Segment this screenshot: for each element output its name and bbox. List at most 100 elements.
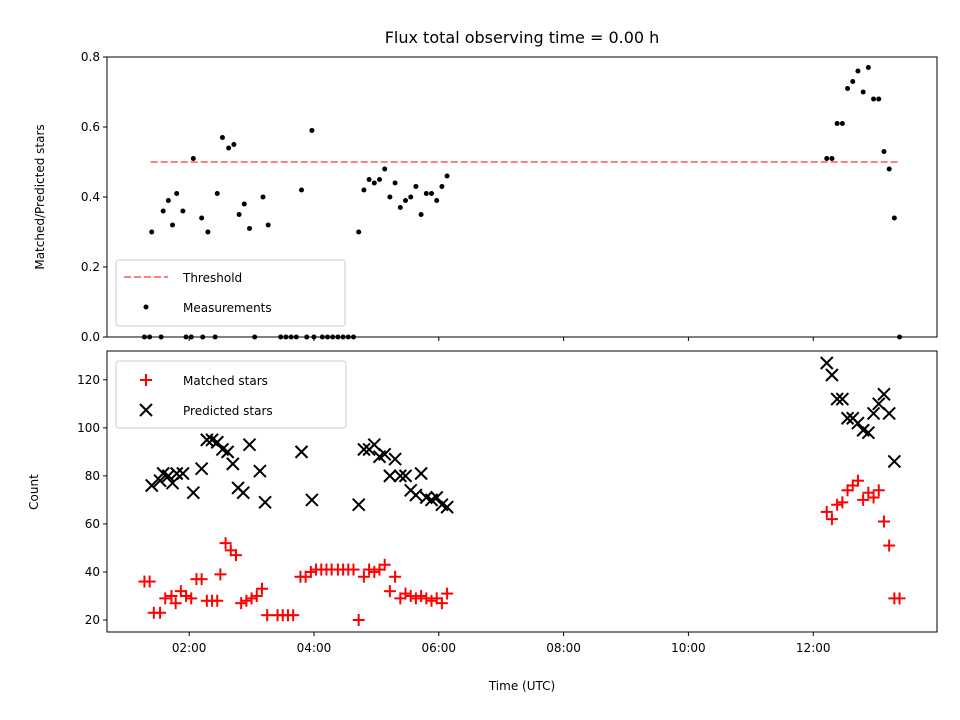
- bottom-y-axis-label: Count: [27, 474, 41, 510]
- predicted-stars-point: [409, 488, 423, 502]
- predicted-stars-point: [145, 478, 159, 493]
- measurements-point: [298, 187, 304, 193]
- bottom-legend-box: [115, 360, 347, 429]
- measurements-point: [418, 212, 424, 217]
- measurements-point: [219, 135, 225, 140]
- y-tick-label: 60: [85, 517, 100, 531]
- matched-stars-point: [825, 513, 838, 526]
- top-legend-box: [115, 259, 346, 327]
- predicted-stars-point: [153, 473, 167, 488]
- predicted-stars-point: [351, 498, 366, 512]
- measurements-point: [845, 86, 851, 91]
- y-tick-label: 40: [85, 565, 100, 579]
- predicted-stars-point: [430, 490, 444, 505]
- measurements-point: [190, 156, 196, 161]
- y-tick-label: 0.8: [81, 50, 100, 64]
- matched-stars-point: [435, 597, 448, 610]
- measurements-point: [824, 156, 830, 161]
- x-tick-label: 08:00: [546, 641, 581, 655]
- predicted-stars-point: [820, 356, 834, 370]
- measurements-point: [371, 180, 377, 186]
- matched-stars-point: [425, 594, 438, 607]
- matched-stars-point: [368, 565, 381, 578]
- y-tick-label: 100: [77, 421, 100, 435]
- matched-stars-point: [415, 589, 428, 602]
- measurements-point: [180, 208, 186, 214]
- top-panel: Flux total observing time = 0.00 h Match…: [33, 28, 938, 344]
- measurements-point: [366, 177, 372, 182]
- predicted-stars-point: [866, 406, 881, 421]
- measurements-point: [444, 173, 450, 179]
- matched-stars-point: [836, 496, 849, 509]
- bottom-panel: Count Time (UTC) 20 40 60 80 100 120 02:00 04:…: [27, 350, 938, 693]
- matched-stars-point: [143, 575, 156, 588]
- matched-stars-point: [214, 568, 227, 581]
- matched-stars-point: [229, 549, 242, 562]
- bottom-legend: Matched stars Predicted stars: [115, 360, 347, 429]
- matched-stars-point: [409, 592, 422, 605]
- predicted-stars-point: [165, 476, 180, 490]
- matched-stars-point: [240, 594, 253, 607]
- measurements-point: [236, 212, 242, 217]
- measurements-point: [829, 156, 835, 161]
- x-tick-label: 06:00: [421, 641, 456, 655]
- matched-stars-point: [877, 515, 890, 528]
- matched-stars-point: [185, 592, 198, 605]
- matched-stars-point: [831, 498, 844, 511]
- y-tick-label: 0.0: [81, 330, 100, 344]
- predicted-stars-point: [367, 437, 382, 452]
- measurements-point: [165, 198, 171, 203]
- matched-stars-point: [180, 589, 193, 602]
- predicted-stars-point: [186, 485, 201, 500]
- x-tick-label: 10:00: [671, 641, 706, 655]
- matched-stars-point: [883, 539, 896, 552]
- top-axes-frame: [106, 56, 938, 338]
- predicted-stars-point: [377, 447, 392, 461]
- measurements-point: [429, 191, 435, 196]
- measurements-point: [377, 177, 383, 182]
- y-tick-label: 80: [85, 469, 100, 483]
- matched-stars-point: [195, 573, 208, 586]
- predicted-stars-point: [194, 461, 209, 476]
- measurements-point: [309, 128, 315, 133]
- measurements-point: [392, 180, 398, 186]
- measurements-point: [865, 65, 871, 70]
- predicted-stars-point: [242, 437, 257, 452]
- x-tick-label: 02:00: [172, 641, 207, 655]
- predicted-stars-point: [258, 495, 272, 510]
- bottom-x-ticks: 02:00 04:00 06:00 08:00 10:00 12:00: [172, 632, 831, 655]
- matched-stars-point: [383, 585, 396, 598]
- predicted-stars-point: [872, 397, 886, 411]
- measurements-point: [850, 79, 856, 84]
- measurements-point: [891, 215, 897, 221]
- legend-measurements-label: Measurements: [183, 301, 272, 315]
- measurements-point: [860, 89, 866, 95]
- measurement-points: [141, 65, 903, 340]
- legend-matched-label: Matched stars: [183, 374, 268, 388]
- measurements-point: [246, 226, 252, 231]
- predicted-stars-point: [161, 469, 176, 483]
- predicted-stars-point: [357, 442, 371, 457]
- measurements-point: [423, 191, 429, 196]
- matched-stars-point: [165, 589, 178, 602]
- matched-stars-point: [441, 587, 454, 600]
- measurements-point: [205, 229, 211, 235]
- predicted-stars-point: [877, 387, 891, 401]
- measurements-point: [231, 142, 237, 147]
- measurements-point: [199, 215, 205, 221]
- predicted-stars-point: [830, 392, 844, 406]
- predicted-stars-point: [176, 466, 190, 481]
- predicted-stars-point: [851, 416, 865, 430]
- measurements-point: [413, 184, 419, 189]
- measurements-point: [260, 194, 266, 200]
- predicted-stars-point: [388, 452, 402, 466]
- measurements-point: [356, 229, 362, 235]
- predicted-stars-point: [825, 368, 839, 382]
- measurements-point: [834, 121, 840, 126]
- measurements-point: [881, 149, 887, 154]
- bottom-axes-frame: [106, 350, 938, 633]
- matched-stars-point: [851, 474, 864, 487]
- count-points: [138, 356, 906, 626]
- predicted-stars-point: [398, 469, 413, 483]
